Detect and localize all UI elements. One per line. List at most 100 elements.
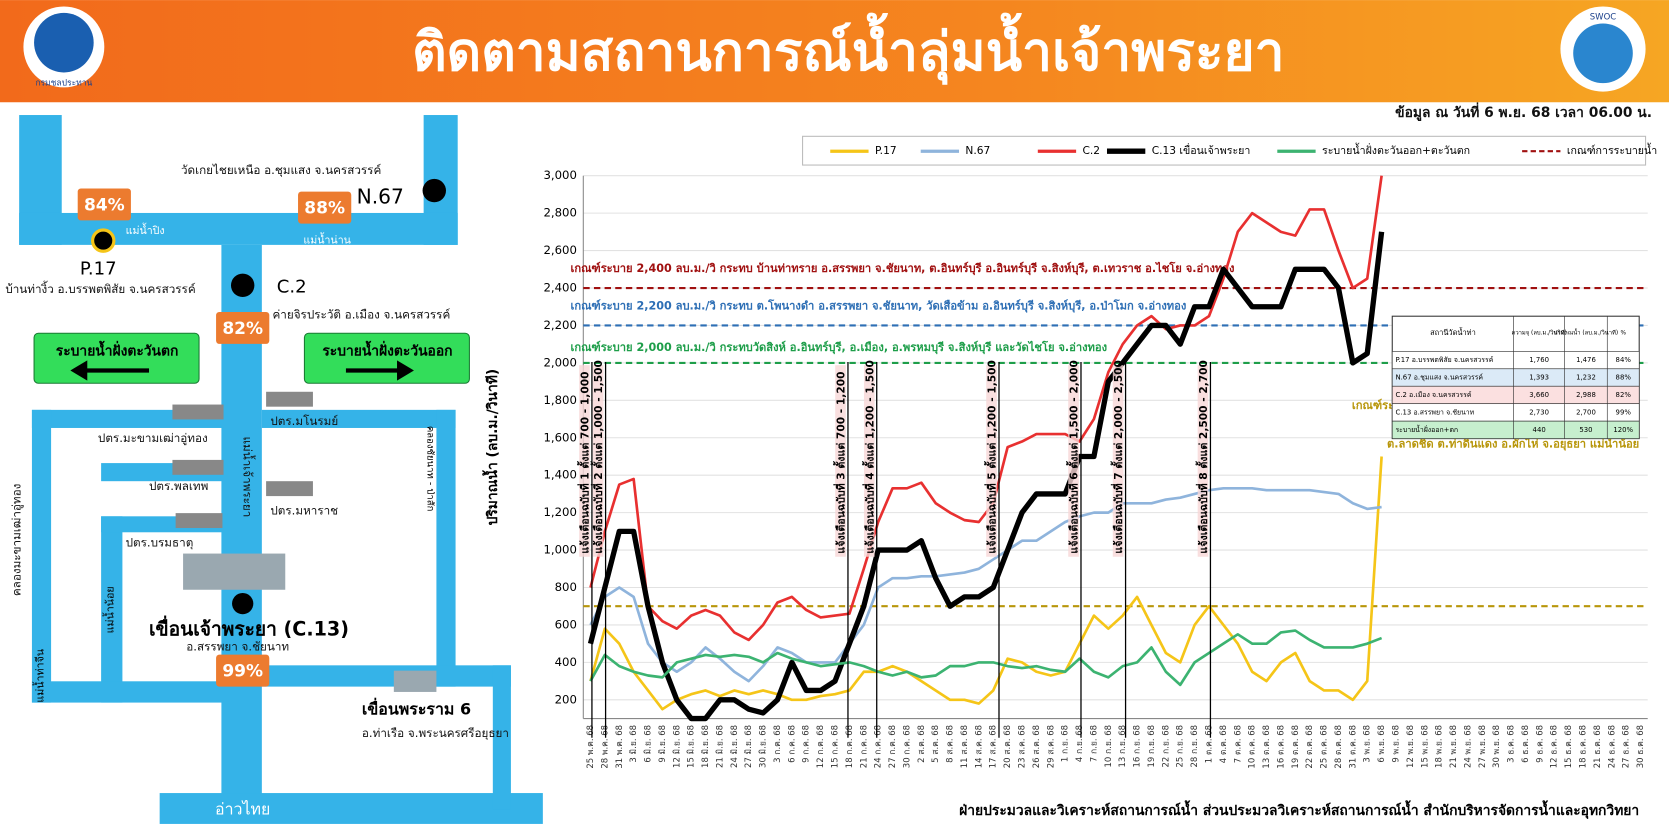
threshold-note: เกณฑ์ระบาย 2,000 ลบ.ม./วิ กระทบวัดสิงห์ … xyxy=(571,340,1108,355)
map-labels: วัดเกยไชยเหนือ อ.ชุมแสง จ.นครสวรรค์ N.67… xyxy=(5,163,509,819)
x-tick-label: 31 ต.ค. 68 xyxy=(1348,725,1358,769)
series-line xyxy=(589,175,1383,642)
y-tick-label: 2,000 xyxy=(543,355,576,369)
table-cell: 1,476 xyxy=(1576,356,1596,364)
river-map xyxy=(19,115,543,824)
map-label: ค่ายจิรประวัติ อ.เมือง จ.นครสวรรค์ xyxy=(272,308,450,322)
gate-icon xyxy=(266,391,313,407)
map-label: วัดเกยไชยเหนือ อ.ชุมแสง จ.นครสวรรค์ xyxy=(181,163,381,177)
table-cell: 2,700 xyxy=(1576,408,1596,416)
x-tick-label: 4 ต.ค. 68 xyxy=(1219,725,1229,763)
arrow xyxy=(345,360,414,381)
table-cell: C.13 อ.สรรพยา จ.ชัยนาท xyxy=(1395,408,1474,416)
x-tick-label: 12 ก.ค. 68 xyxy=(816,725,826,768)
x-tick-label: 12 ธ.ค. 68 xyxy=(1550,725,1560,768)
x-tick-label: 5 ส.ค. 68 xyxy=(931,725,941,763)
map-label: ปตร.มหาราช xyxy=(270,503,338,517)
x-tick-label: 15 มิ.ย. 68 xyxy=(687,725,697,768)
x-tick-label: 10 ก.ย. 68 xyxy=(1104,725,1114,768)
x-tick-label: 25 พ.ค. 68 xyxy=(586,725,596,769)
river-label: แม่น้ำท่าจีน xyxy=(31,649,46,703)
x-tick-label: 17 ส.ค. 68 xyxy=(989,725,999,768)
x-tick-label: 13 ต.ค. 68 xyxy=(1262,725,1272,769)
x-tick-label: 26 ส.ค. 68 xyxy=(1032,725,1042,768)
alert-bg xyxy=(1068,365,1079,557)
y-tick-label: 1,800 xyxy=(543,393,576,407)
y-axis-label: ปริมาณน้ำ (ลบ.ม./วินาที) xyxy=(482,369,501,526)
alert-bg xyxy=(1112,365,1124,557)
chart: 200 400 600 800 1,000 1,200 1,400 1,600 1,800 2,0… xyxy=(482,168,1648,769)
table-cell: 3,660 xyxy=(1529,391,1549,399)
x-tick-label: 18 พ.ย. 68 xyxy=(1435,725,1445,768)
map-label: ปตร.มโนรมย์ xyxy=(270,414,338,428)
x-tick-label: 28 พ.ค. 68 xyxy=(600,725,610,769)
pct: 99% xyxy=(222,662,263,682)
series-line xyxy=(589,486,1382,683)
table-cell: 440 xyxy=(1533,426,1546,434)
x-tick-label: 30 มิ.ย. 68 xyxy=(759,725,769,768)
dam-icon xyxy=(183,553,286,590)
table-cell: 84% xyxy=(1616,356,1632,364)
x-tick-label: 22 ต.ค. 68 xyxy=(1305,725,1315,769)
x-tick-label: 30 ธ.ค. 68 xyxy=(1636,725,1646,768)
x-tick-label: 23 ส.ค. 68 xyxy=(1018,725,1028,768)
map-label: เขื่อนพระราม 6 xyxy=(362,698,471,719)
map-label: ปตร.มะขามเฒ่าอู่ทอง xyxy=(98,431,208,446)
east-button xyxy=(303,332,470,384)
x-tick-label: 16 ก.ย. 68 xyxy=(1133,725,1143,768)
alert-label: แจ้งเตือนฉบับที่ 5 ตั้งแต่ 1,200 - 1,500 xyxy=(984,360,999,554)
x-tick-label: 31 พ.ค. 68 xyxy=(615,725,625,769)
x-tick-label: 21 มิ.ย. 68 xyxy=(715,725,725,768)
x-tick-label: 9 ธ.ค. 68 xyxy=(1535,725,1545,763)
map-label: C.2 xyxy=(277,276,307,297)
x-tick-label: 22 ก.ย. 68 xyxy=(1161,725,1171,768)
threshold-note: เกณฑ์ระบาย 2,400 ลบ.ม./วิ กระทบ บ้านท่าท… xyxy=(571,261,1235,276)
x-tick-label: 21 ก.ค. 68 xyxy=(859,725,869,768)
logo-left-text: กรมชลประทาน xyxy=(35,79,92,89)
table-cell: 120% xyxy=(1613,426,1633,434)
river-label: อ่าวไทย xyxy=(215,800,270,819)
table-cell: 82% xyxy=(1616,391,1632,399)
x-tick-label: 12 พ.ย. 68 xyxy=(1406,725,1416,768)
station-table: สถานีวัดน้ำท่า ความจุ (ลบ.ม./วินาที)ปริมา… xyxy=(1391,315,1640,440)
y-tick-label: 600 xyxy=(555,617,577,631)
y-tick-label: 2,400 xyxy=(543,281,576,295)
series-line xyxy=(587,231,1385,722)
canal xyxy=(261,409,456,428)
station-dot xyxy=(422,178,446,203)
button-label: ระบายน้ำฝั่งตะวันออก xyxy=(322,340,452,359)
legend-label: C.13 เขื่อนเจ้าพระยา xyxy=(1152,143,1251,157)
x-tick-label: 28 ก.ย. 68 xyxy=(1190,725,1200,768)
pct-box xyxy=(216,311,270,344)
pct: 84% xyxy=(84,196,125,216)
table-row xyxy=(1391,420,1640,439)
x-tick-label: 10 ต.ค. 68 xyxy=(1248,725,1258,769)
x-tick-label: 12 มิ.ย. 68 xyxy=(672,725,682,768)
x-tick-label: 24 ก.ค. 68 xyxy=(874,725,884,768)
logo-right-emblem xyxy=(1573,23,1633,84)
y-tick-label: 200 xyxy=(555,692,577,706)
alert-bg xyxy=(1197,365,1209,557)
river-label: แม่น้ำเจ้าพระยา xyxy=(240,436,256,517)
y-tick-label: 1,600 xyxy=(543,430,576,444)
map-label: อ.ท่าเรือ จ.พระนครศรีอยุธยา xyxy=(362,726,509,740)
page-title: ติดตามสถานการณ์น้ำลุ่มน้ำเจ้าพระยา xyxy=(412,12,1284,85)
x-tick-label: 24 มิ.ย. 68 xyxy=(730,725,740,768)
table-header: ความจุ (ลบ.ม./วินาที) xyxy=(1511,330,1566,337)
gate-icon xyxy=(172,459,224,475)
legend-label: เกณฑ์การระบายน้ำ xyxy=(1567,142,1657,157)
x-tick-label: 6 ก.ค. 68 xyxy=(787,725,797,763)
logo-emblem xyxy=(34,12,94,73)
y-tick-label: 400 xyxy=(555,655,577,669)
x-tick-label: 15 ธ.ค. 68 xyxy=(1564,725,1574,768)
table-cell: P.17 อ.บรรพตพิสัย จ.นครสวรรค์ xyxy=(1395,356,1493,364)
table-cell: 2,988 xyxy=(1576,391,1596,399)
map-label: ปตร.พลเทพ xyxy=(149,479,208,493)
x-tick-label: 6 พ.ย. 68 xyxy=(1377,725,1387,763)
table-cell: 1,393 xyxy=(1529,374,1549,382)
alert-label: แจ้งเตือนฉบับที่ 1 ตั้งแต่ 700 - 1,000 xyxy=(577,371,592,553)
series-line xyxy=(589,456,1383,711)
station-dot xyxy=(91,228,116,253)
x-tick-label: 30 ก.ค. 68 xyxy=(902,725,912,768)
alert-bg xyxy=(579,365,590,557)
